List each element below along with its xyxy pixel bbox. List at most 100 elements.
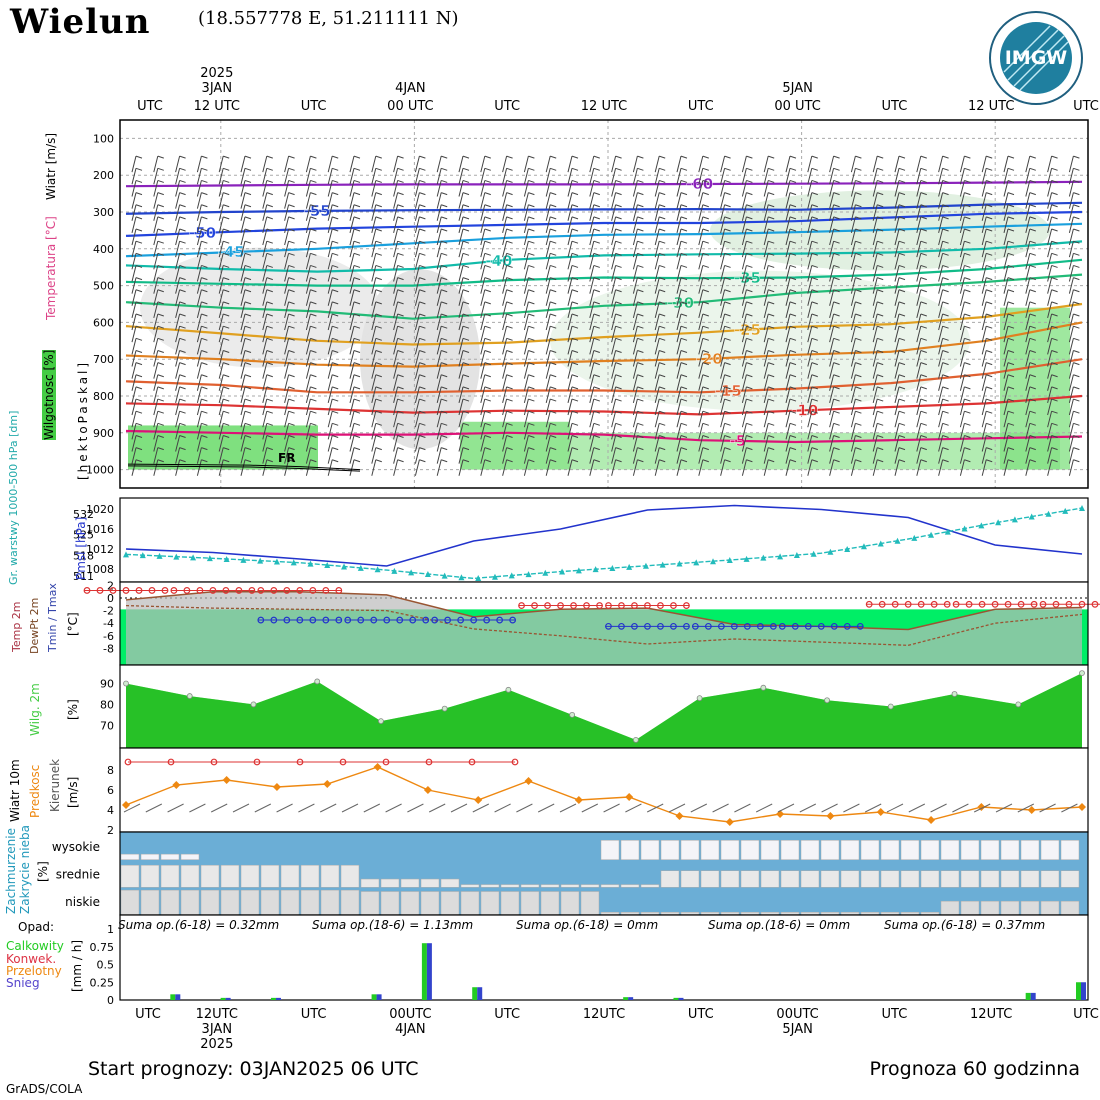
cloud-high-bar [940,840,960,860]
wind-barb [175,289,181,306]
wind-barb-flag [528,228,535,232]
wind-barb-flag [441,313,448,317]
wind-barb-flag [484,179,491,183]
wind-barb [807,253,813,270]
wind-barb-flag [310,289,317,293]
wind-barb-flag [179,459,186,463]
geopotential-marker [877,540,884,547]
wind-barb [938,386,944,404]
wind-barb-flag [506,447,513,451]
wind-barb [458,374,464,391]
wind-barb-flag [244,277,252,281]
wind-barb [807,313,813,331]
wind-barb-flag [550,313,557,317]
geopotential-marker [693,559,700,566]
wind-barb-flag [419,313,426,317]
wind-barb [502,192,508,209]
wind-barb-flag [1007,422,1015,426]
wind-barb [632,228,638,246]
wind-barb [1068,435,1074,452]
wind-barb-flag [1051,289,1058,293]
wind-barb-flag [266,398,273,402]
wind-barb-flag [550,167,557,171]
wind-barb-flag [833,447,840,451]
wind-barb-flag [201,289,208,293]
wind-barb [458,168,464,185]
wind-barb [741,241,747,258]
wind-barb-flag [244,179,252,183]
wind-barb-flag [528,252,535,256]
wind-direction-barb [864,803,882,813]
geopotential-marker [491,573,498,580]
wind-barb [872,156,878,173]
wind-barb [545,459,551,476]
wind-barb-flag [332,459,339,463]
wind-barb [611,265,617,282]
wind-barb [153,350,159,367]
wind-barb [850,253,856,270]
geopotential-marker [123,551,129,558]
cloud-high-bar [1040,840,1060,860]
wind-barb [153,156,159,173]
wind-direction-barb [450,803,468,813]
wind-barb [393,350,399,367]
wind-barb [131,265,137,282]
wind-barb [654,204,660,221]
wind-barb-flag [1051,325,1058,329]
label-temp-unit: [°C] [66,612,80,636]
wind-barb [218,435,224,452]
wind-barb [567,338,573,355]
wind-barb [1068,228,1074,246]
wind-barb [284,338,290,355]
wind-barb-flag [353,337,361,341]
wind-barb [175,435,181,452]
wind-barb [393,459,399,476]
wind-barb [131,459,137,476]
wind-barb [698,350,704,367]
wind-barb [262,277,268,294]
wind-barb-flag [789,337,797,341]
wind-barb-flag [1073,155,1080,159]
wind-barb-flag [920,325,927,329]
wind-barb [654,398,660,416]
wind-barb [720,277,726,294]
wind-barb [436,228,442,246]
time-label-hour: UTC [882,1007,908,1022]
wind-barb-flag [528,398,535,402]
wind-barb [741,204,747,221]
wind-speed-marker [474,796,483,804]
wind-barb-flag [266,289,273,293]
wind-barb [785,326,791,343]
wind-barb-flag [1051,374,1058,378]
wind-barb-flag [201,374,208,378]
wind-barb-flag [201,167,208,171]
wind-barb [327,216,333,234]
wind-barb-flag [375,264,382,268]
wind-barb-flag [877,192,884,196]
time-label-hour: 00 UTC [774,99,820,114]
wind-barb-flag [310,252,317,256]
wind-barb-flag [201,240,208,244]
wind-panel-frame [119,747,1089,833]
time-label-hour: 00UTC [776,1007,818,1022]
wind-barb-flag [571,204,579,208]
cloud-mid-bar [360,878,380,888]
wind-barb [981,301,987,319]
wind-barb [763,338,769,355]
wind-barb [938,204,944,221]
wind-barb-flag [768,277,775,281]
wind-barb-flag [288,410,295,414]
wind-barb [284,350,290,367]
wind-barb-flag [920,374,927,378]
wind-barb-flag [419,264,426,268]
wind-barb [698,326,704,343]
wind-barb-flag [441,374,448,378]
wind-barb-flag [855,289,862,293]
time-label-hour: UTC [301,1007,327,1022]
wind-speed-marker [927,816,936,824]
wind-barb-flag [855,167,862,171]
wind-barb-flag [528,422,535,426]
wind-direction-barb [537,803,555,813]
wind-barb-flag [179,289,186,293]
wind-barb-flag [441,277,448,281]
